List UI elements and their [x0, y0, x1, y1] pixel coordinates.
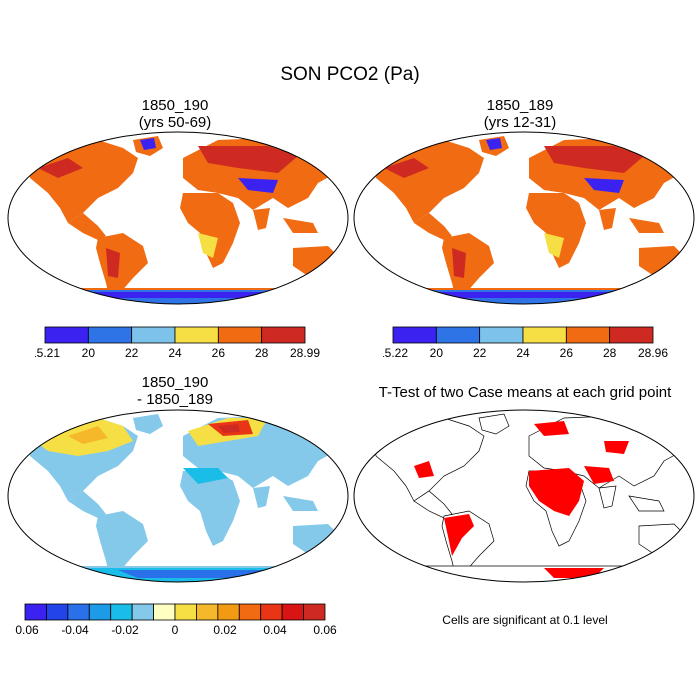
panel-title-line1: 1850_190 — [141, 374, 209, 391]
colorbar-swatch — [24, 603, 47, 621]
colorbar-label: 0 — [172, 623, 179, 637]
colorbar-swatch — [46, 603, 69, 621]
colorbar-label: 15.21 — [35, 346, 60, 360]
colorbar-swatch — [479, 326, 524, 344]
colorbar-label: -0.04 — [61, 623, 89, 637]
colorbar-swatch — [196, 603, 219, 621]
colorbar-label: 22 — [473, 346, 487, 360]
panel-title-line1: T-Test of two Case means at each grid po… — [378, 384, 672, 401]
colorbar-swatch — [392, 326, 437, 344]
colorbar-swatch — [238, 603, 262, 621]
panel-title-bottom-left: 1850_190 - 1850_189 — [75, 374, 275, 408]
panel-title-line2: - 1850_189 — [137, 391, 213, 408]
colorbar-swatch — [303, 603, 326, 621]
panel-title-bottom-right: T-Test of two Case means at each grid po… — [355, 384, 695, 401]
colorbar-swatch — [87, 326, 133, 344]
colorbar-swatch — [522, 326, 567, 344]
colorbar-swatch — [217, 326, 263, 344]
map-frame — [7, 131, 349, 305]
map-top-left — [8, 136, 348, 304]
panel-title-top-left: 1850_190 (yrs 50-69) — [75, 97, 275, 131]
colorbar-swatch — [565, 326, 611, 344]
colorbar-swatch — [609, 326, 654, 344]
colorbar-swatch — [153, 603, 176, 621]
colorbar-label: 26 — [560, 346, 574, 360]
map-frame — [353, 409, 695, 583]
colorbar-swatch — [110, 603, 133, 621]
map-bottom-left — [8, 414, 348, 582]
colorbar-swatch — [174, 603, 197, 621]
map-top-right — [354, 136, 694, 304]
colorbar-swatch — [131, 603, 154, 621]
colorbar-swatch — [67, 603, 90, 621]
colorbar-swatch — [131, 326, 176, 344]
map-frame — [353, 131, 695, 305]
panel-title-top-right: 1850_189 (yrs 12-31) — [420, 97, 620, 131]
colorbar-label: 28.99 — [290, 346, 320, 360]
colorbar-swatch — [435, 326, 481, 344]
panel-title-line2: (yrs 12-31) — [483, 114, 557, 131]
colorbar-swatch — [281, 603, 304, 621]
significance-note: Cells are significant at 0.1 level — [442, 613, 608, 627]
colorbar-bottom-left: -0.06 -0.04 -0.02 0 0.02 0.04 0.06 — [15, 603, 337, 637]
colorbar-label: -0.06 — [15, 623, 39, 637]
colorbar-label: 15.22 — [383, 346, 408, 360]
map-frame — [7, 409, 349, 583]
colorbar-swatch — [174, 326, 219, 344]
colorbar-label: 20 — [82, 346, 96, 360]
colorbar-label: 26 — [212, 346, 226, 360]
figure-title: SON PCO2 (Pa) — [280, 64, 420, 85]
colorbar-swatch — [88, 603, 112, 621]
map-bottom-right — [354, 413, 694, 582]
colorbar-label: 28 — [255, 346, 269, 360]
colorbar-label: 0.02 — [213, 623, 237, 637]
colorbar-swatch — [217, 603, 240, 621]
colorbar-label: 0.04 — [263, 623, 287, 637]
panel-title-line2: (yrs 50-69) — [138, 114, 212, 131]
colorbar-swatch — [44, 326, 89, 344]
colorbar-label: 22 — [125, 346, 139, 360]
colorbar-label: 0.06 — [313, 623, 337, 637]
colorbar-label: 24 — [168, 346, 182, 360]
colorbar-swatch — [260, 603, 283, 621]
colorbar-label: -0.02 — [111, 623, 139, 637]
colorbar-swatch — [261, 326, 306, 344]
panel-title-line1: 1850_189 — [486, 97, 554, 114]
colorbar-label: 28.96 — [638, 346, 668, 360]
colorbar-label: 24 — [516, 346, 530, 360]
colorbar-top-right: 15.22 20 22 24 26 28 28.96 — [383, 326, 668, 360]
colorbar-top-left: 15.21 20 22 24 26 28 28.99 — [35, 326, 320, 360]
colorbar-label: 20 — [430, 346, 444, 360]
panel-title-line1: 1850_190 — [141, 97, 209, 114]
colorbar-label: 28 — [603, 346, 617, 360]
